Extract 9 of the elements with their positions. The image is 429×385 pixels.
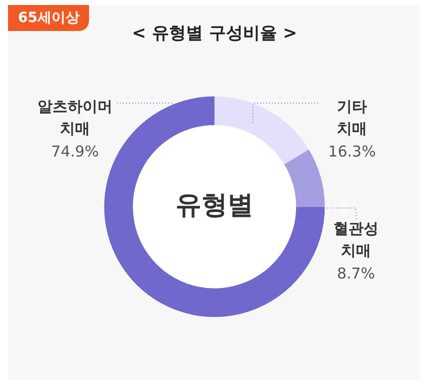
slice-label: 기타 치매 — [337, 97, 367, 138]
data-label: 74.9% — [51, 142, 99, 160]
data-label: 8.7% — [336, 264, 376, 282]
text: 유형별 — [176, 190, 254, 220]
slice-label: 알츠하이머 치매 — [38, 97, 112, 138]
chart-title: < 유형별 구성비율 > — [132, 24, 298, 44]
slice-label: 혈관성 치매 — [334, 219, 378, 260]
data-label: 16.3% — [328, 142, 376, 160]
text: 65세이상 — [8, 5, 90, 31]
